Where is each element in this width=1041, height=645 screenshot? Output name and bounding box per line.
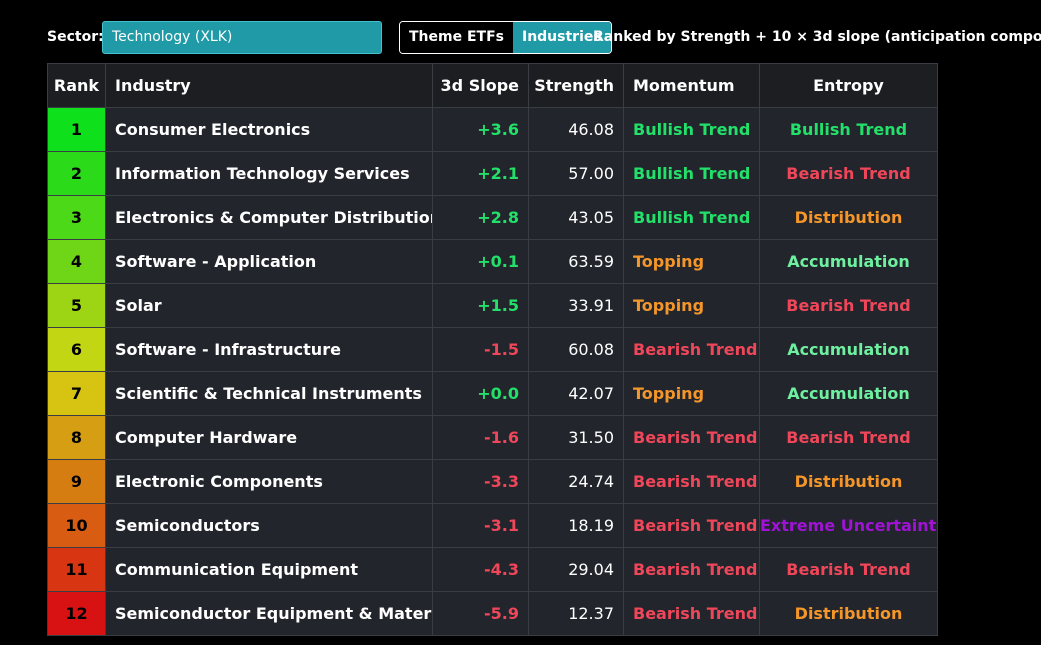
rank-cell: 2 <box>47 151 106 196</box>
entropy-cell: Distribution <box>759 591 938 636</box>
rank-cell: 7 <box>47 371 106 416</box>
entropy-cell: Extreme Uncertainty <box>759 503 938 548</box>
header-3d-slope[interactable]: 3d Slope <box>432 63 529 108</box>
table-row[interactable]: 5 Solar +1.5 33.91 Topping Bearish Trend <box>47 283 938 328</box>
industry-cell: Electronic Components <box>105 459 433 504</box>
momentum-cell: Topping <box>623 239 760 284</box>
sector-select[interactable]: Technology (XLK) <box>102 21 382 54</box>
rank-cell: 9 <box>47 459 106 504</box>
rank-cell: 8 <box>47 415 106 460</box>
slope-cell: -3.1 <box>432 503 529 548</box>
entropy-cell: Bullish Trend <box>759 107 938 152</box>
table-row[interactable]: 2 Information Technology Services +2.1 57.0… <box>47 151 938 196</box>
table-header-row: Rank Industry 3d Slope Strength Momentum… <box>47 63 938 108</box>
industry-cell: Solar <box>105 283 433 328</box>
slope-cell: +2.8 <box>432 195 529 240</box>
industries-toggle[interactable]: Industries <box>512 22 611 53</box>
table-row[interactable]: 4 Software - Application +0.1 63.59 Topping A… <box>47 239 938 284</box>
slope-cell: -1.5 <box>432 327 529 372</box>
strength-cell: 29.04 <box>528 547 624 592</box>
slope-cell: +0.1 <box>432 239 529 284</box>
table-row[interactable]: 8 Computer Hardware -1.6 31.50 Bearish Trend… <box>47 415 938 460</box>
sector-label: Sector: <box>47 29 104 45</box>
table-row[interactable]: 3 Electronics & Computer Distribution +2.8… <box>47 195 938 240</box>
theme-etfs-toggle[interactable]: Theme ETFs <box>400 22 513 53</box>
industry-cell: Semiconductor Equipment & Materials <box>105 591 433 636</box>
table-row[interactable]: 6 Software - Infrastructure -1.5 60.08 Beari… <box>47 327 938 372</box>
strength-cell: 57.00 <box>528 151 624 196</box>
entropy-cell: Bearish Trend <box>759 415 938 460</box>
header-momentum[interactable]: Momentum <box>623 63 760 108</box>
momentum-cell: Bearish Trend <box>623 459 760 504</box>
industry-cell: Computer Hardware <box>105 415 433 460</box>
rank-cell: 11 <box>47 547 106 592</box>
slope-cell: -3.3 <box>432 459 529 504</box>
rank-cell: 3 <box>47 195 106 240</box>
momentum-cell: Bullish Trend <box>623 195 760 240</box>
momentum-cell: Bullish Trend <box>623 107 760 152</box>
industry-cell: Information Technology Services <box>105 151 433 196</box>
rank-cell: 1 <box>47 107 106 152</box>
industry-table: Rank Industry 3d Slope Strength Momentum… <box>47 63 938 636</box>
strength-cell: 60.08 <box>528 327 624 372</box>
rank-cell: 5 <box>47 283 106 328</box>
momentum-cell: Bearish Trend <box>623 327 760 372</box>
header-industry[interactable]: Industry <box>105 63 433 108</box>
industry-cell: Consumer Electronics <box>105 107 433 152</box>
table-row[interactable]: 12 Semiconductor Equipment & Materials -5.… <box>47 591 938 636</box>
rank-cell: 10 <box>47 503 106 548</box>
industry-cell: Scientific & Technical Instruments <box>105 371 433 416</box>
slope-cell: +0.0 <box>432 371 529 416</box>
header-strength[interactable]: Strength <box>528 63 624 108</box>
entropy-cell: Accumulation <box>759 239 938 284</box>
strength-cell: 46.08 <box>528 107 624 152</box>
entropy-cell: Bearish Trend <box>759 151 938 196</box>
strength-cell: 63.59 <box>528 239 624 284</box>
header-entropy[interactable]: Entropy <box>759 63 938 108</box>
strength-cell: 24.74 <box>528 459 624 504</box>
momentum-cell: Bearish Trend <box>623 503 760 548</box>
entropy-cell: Distribution <box>759 459 938 504</box>
header-rank[interactable]: Rank <box>47 63 106 108</box>
strength-cell: 31.50 <box>528 415 624 460</box>
table-row[interactable]: 7 Scientific & Technical Instruments +0.0 4… <box>47 371 938 416</box>
industry-cell: Electronics & Computer Distribution <box>105 195 433 240</box>
table-row[interactable]: 9 Electronic Components -3.3 24.74 Bearish T… <box>47 459 938 504</box>
entropy-cell: Distribution <box>759 195 938 240</box>
entropy-cell: Bearish Trend <box>759 547 938 592</box>
momentum-cell: Bearish Trend <box>623 591 760 636</box>
table-row[interactable]: 1 Consumer Electronics +3.6 46.08 Bullish Tr… <box>47 107 938 152</box>
entropy-cell: Bearish Trend <box>759 283 938 328</box>
strength-cell: 18.19 <box>528 503 624 548</box>
strength-cell: 12.37 <box>528 591 624 636</box>
table-row[interactable]: 10 Semiconductors -3.1 18.19 Bearish Trend Ex… <box>47 503 938 548</box>
momentum-cell: Bullish Trend <box>623 151 760 196</box>
momentum-cell: Topping <box>623 371 760 416</box>
slope-cell: -1.6 <box>432 415 529 460</box>
view-toggle: Theme ETFs Industries <box>399 21 612 54</box>
momentum-cell: Topping <box>623 283 760 328</box>
slope-cell: +2.1 <box>432 151 529 196</box>
entropy-cell: Accumulation <box>759 327 938 372</box>
ranking-note: Ranked by Strength + 10 × 3d slope (anti… <box>593 29 1041 45</box>
strength-cell: 33.91 <box>528 283 624 328</box>
strength-cell: 43.05 <box>528 195 624 240</box>
slope-cell: -5.9 <box>432 591 529 636</box>
industry-cell: Semiconductors <box>105 503 433 548</box>
controls-bar: Sector: Technology (XLK) Theme ETFs Indu… <box>0 21 1041 54</box>
slope-cell: +3.6 <box>432 107 529 152</box>
industry-cell: Software - Application <box>105 239 433 284</box>
rank-cell: 12 <box>47 591 106 636</box>
strength-cell: 42.07 <box>528 371 624 416</box>
momentum-cell: Bearish Trend <box>623 415 760 460</box>
entropy-cell: Accumulation <box>759 371 938 416</box>
industry-cell: Communication Equipment <box>105 547 433 592</box>
slope-cell: +1.5 <box>432 283 529 328</box>
industry-cell: Software - Infrastructure <box>105 327 433 372</box>
rank-cell: 4 <box>47 239 106 284</box>
table-row[interactable]: 11 Communication Equipment -4.3 29.04 Bearis… <box>47 547 938 592</box>
rank-cell: 6 <box>47 327 106 372</box>
slope-cell: -4.3 <box>432 547 529 592</box>
momentum-cell: Bearish Trend <box>623 547 760 592</box>
